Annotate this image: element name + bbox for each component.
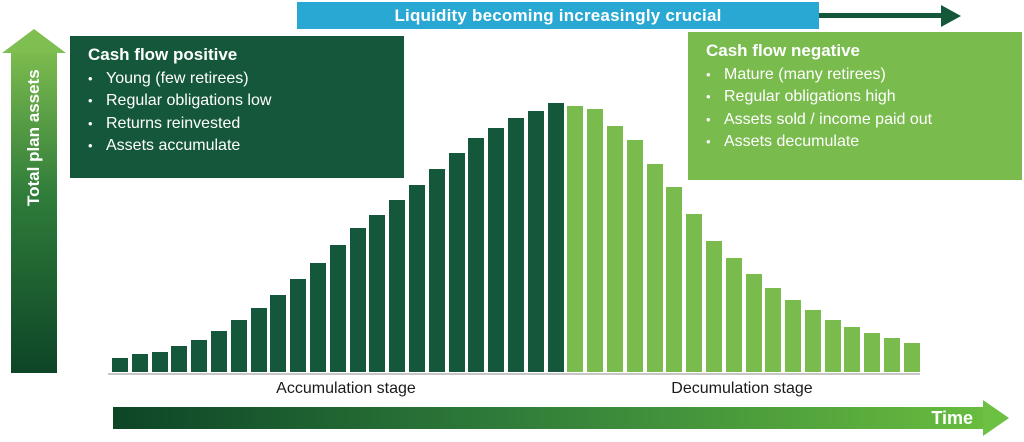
bar	[428, 169, 445, 372]
bar	[587, 109, 604, 372]
bar	[705, 241, 722, 372]
bar	[725, 258, 742, 372]
bar	[151, 352, 168, 372]
cash-flow-negative-box: Cash flow negative • Mature (many retiree…	[688, 32, 1022, 180]
bar	[250, 308, 267, 372]
bar	[626, 140, 643, 372]
bar	[567, 106, 584, 372]
bar	[686, 214, 703, 372]
bar	[745, 274, 762, 372]
bar	[804, 310, 821, 372]
bar	[329, 245, 346, 372]
bullet-item: • Assets accumulate	[88, 135, 404, 157]
cash-flow-positive-bullets: • Young (few retirees) • Regular obligation…	[70, 68, 404, 158]
total-plan-assets-arrow	[11, 52, 57, 373]
y-axis-label: Total plan assets	[24, 69, 43, 207]
time-axis-arrow: Time	[113, 407, 983, 429]
bullet-item: • Assets decumulate	[706, 131, 1022, 153]
bullet-dot-icon: •	[88, 71, 93, 86]
bullet-text: Mature (many retirees)	[724, 66, 886, 83]
bullet-dot-icon: •	[706, 89, 711, 105]
liquidity-banner: Liquidity becoming increasingly crucial	[297, 2, 819, 29]
bullet-item: • Assets sold / income paid out	[706, 109, 1022, 131]
bullet-item: • Regular obligations low	[88, 90, 404, 112]
x-axis-line	[108, 373, 920, 375]
banner-arrow-shaft	[819, 13, 943, 18]
time-label: Time	[931, 408, 973, 428]
bar	[290, 279, 307, 372]
bar	[765, 288, 782, 372]
bullet-item: • Young (few retirees)	[88, 68, 404, 90]
cash-flow-negative-title: Cash flow negative	[706, 41, 860, 60]
bar-chart	[112, 102, 920, 372]
bar	[547, 103, 564, 372]
bar	[527, 111, 544, 372]
bullet-dot-icon: •	[706, 67, 711, 82]
bar	[171, 346, 188, 372]
bullet-text: Regular obligations low	[106, 92, 272, 110]
up-arrow-icon	[2, 29, 66, 53]
bar	[785, 300, 802, 372]
bullet-item: • Mature (many retirees)	[706, 64, 1022, 86]
bar	[468, 138, 485, 372]
cash-flow-positive-box: Cash flow positive • Young (few retirees)…	[70, 36, 404, 178]
bullet-text: Returns reinvested	[106, 114, 241, 132]
bullet-dot-icon: •	[706, 111, 711, 127]
bar	[844, 327, 861, 372]
bar	[230, 320, 247, 372]
bar	[646, 164, 663, 372]
bullet-text: Regular obligations high	[724, 88, 896, 106]
bar	[488, 128, 505, 372]
bar	[884, 338, 901, 372]
bullet-text: Assets decumulate	[724, 133, 860, 151]
bar	[507, 118, 524, 372]
bar	[349, 228, 366, 372]
bullet-text: Assets accumulate	[106, 137, 241, 155]
cash-flow-positive-title: Cash flow positive	[88, 45, 238, 64]
bullet-dot-icon: •	[88, 115, 93, 131]
bullet-item: • Returns reinvested	[88, 113, 404, 135]
bar	[864, 333, 881, 372]
right-arrow-icon	[983, 400, 1009, 436]
right-arrow-icon	[941, 5, 961, 27]
bar	[270, 295, 287, 372]
bar	[448, 153, 465, 372]
bullet-item: • Regular obligations high	[706, 86, 1022, 108]
bar	[191, 340, 208, 372]
bullet-text: Young (few retirees)	[106, 70, 249, 87]
cash-flow-negative-bullets: • Mature (many retirees) • Regular obligati…	[688, 64, 1022, 154]
bullet-dot-icon: •	[88, 93, 93, 109]
bar	[309, 263, 326, 372]
bar	[210, 331, 227, 372]
bar	[903, 343, 920, 372]
bar	[606, 126, 623, 372]
bullet-dot-icon: •	[88, 138, 93, 154]
bullet-text: Assets sold / income paid out	[724, 110, 933, 128]
bar	[389, 200, 406, 372]
decumulation-stage-label: Decumulation stage	[671, 380, 813, 397]
bar	[666, 187, 683, 372]
bullet-dot-icon: •	[706, 134, 711, 150]
bar	[131, 354, 148, 372]
accumulation-stage-label: Accumulation stage	[276, 380, 416, 397]
bar	[369, 215, 386, 372]
bar	[112, 358, 128, 372]
bar	[824, 320, 841, 372]
bar	[408, 185, 425, 372]
